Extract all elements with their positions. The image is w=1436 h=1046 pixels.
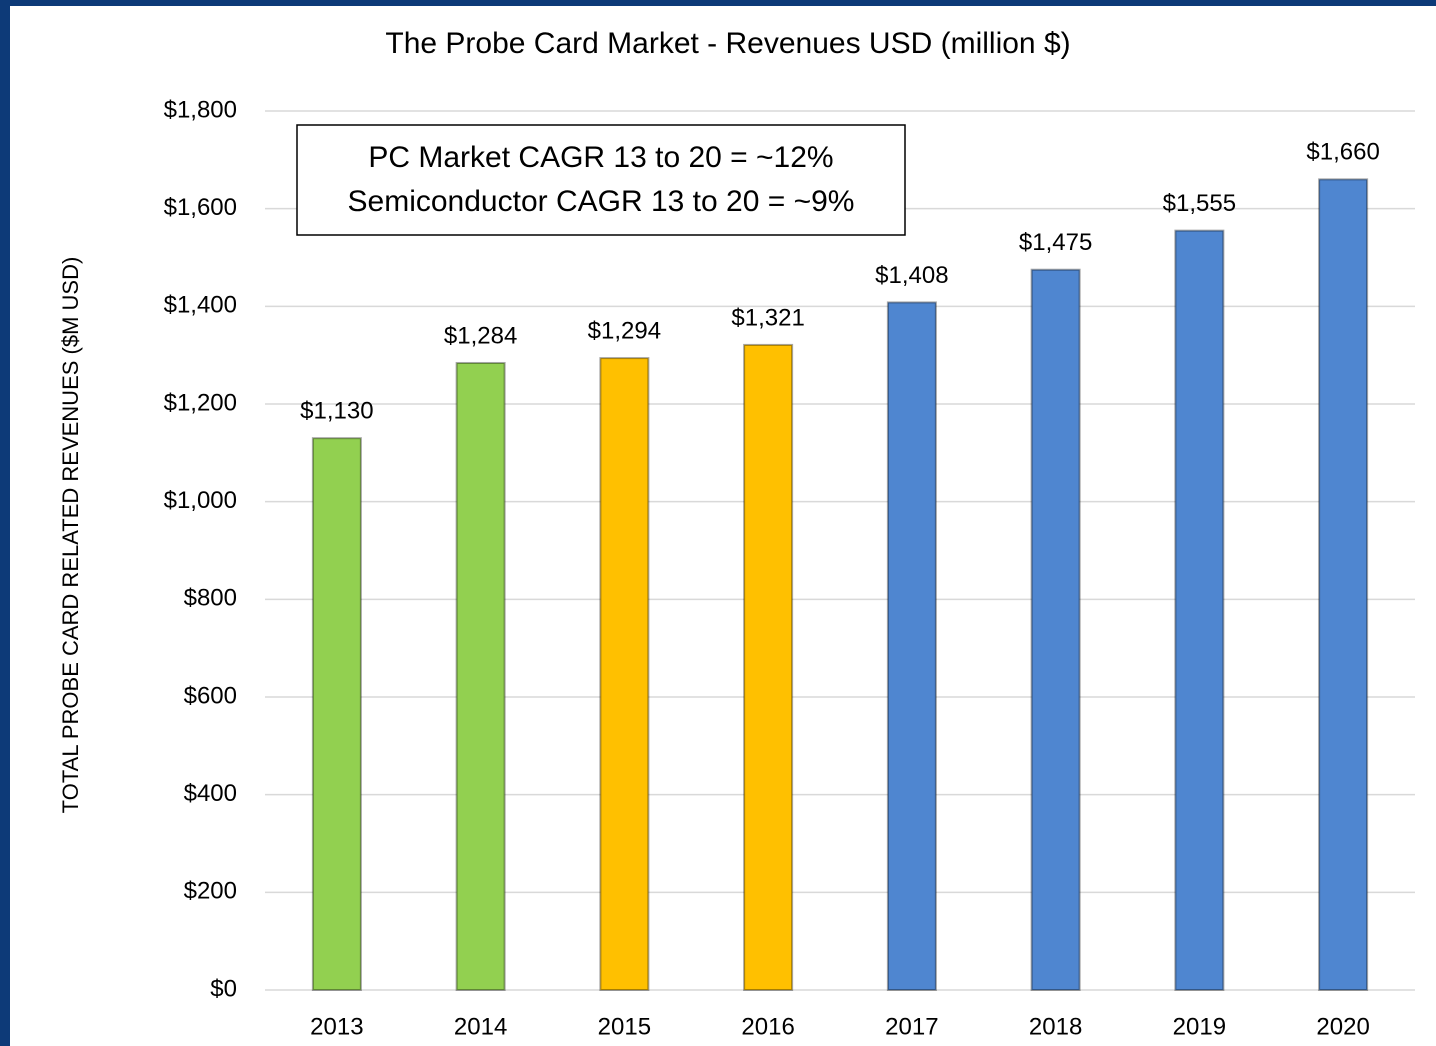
y-tick-label: $400 [184,780,237,807]
y-tick-label: $1,000 [164,487,237,514]
bar [743,343,794,991]
annotation: PC Market CAGR 13 to 20 = ~12% [368,141,833,174]
y-tick-label: $800 [184,585,237,612]
x-tick-label: 2013 [310,1013,363,1040]
y-axis-label: TOTAL PROBE CARD RELATED REVENUES ($M US… [58,257,83,814]
x-tick-label: 2020 [1316,1013,1369,1040]
data-label: $1,555 [1163,190,1236,217]
annotation: Semiconductor CAGR 13 to 20 = ~9% [348,185,855,218]
x-tick-label: 2019 [1173,1013,1226,1040]
bar [1318,178,1369,992]
x-tick-label: 2014 [454,1013,507,1040]
bar [599,357,650,991]
y-tick-label: $0 [210,975,237,1002]
data-label: $1,284 [444,322,517,349]
data-label: $1,130 [300,398,373,425]
data-label: $1,475 [1019,229,1092,256]
chart-title: The Probe Card Market - Revenues USD (mi… [385,27,1070,60]
annotation-box [296,124,906,236]
bar [886,301,937,991]
x-tick-label: 2018 [1029,1013,1082,1040]
bar [1030,268,1081,992]
y-tick-label: $1,800 [164,96,237,123]
data-label: $1,294 [588,317,661,344]
data-label: $1,408 [875,262,948,289]
y-tick-label: $200 [184,878,237,905]
x-tick-label: 2017 [885,1013,938,1040]
y-tick-label: $1,400 [164,292,237,319]
x-tick-label: 2015 [598,1013,651,1040]
data-label: $1,660 [1306,139,1379,166]
y-tick-label: $1,600 [164,194,237,221]
y-tick-label: $1,200 [164,389,237,416]
bar [311,437,362,991]
data-label: $1,321 [731,304,804,331]
x-tick-label: 2016 [741,1013,794,1040]
bar [455,361,506,992]
y-tick-label: $600 [184,682,237,709]
bar [1174,229,1225,991]
